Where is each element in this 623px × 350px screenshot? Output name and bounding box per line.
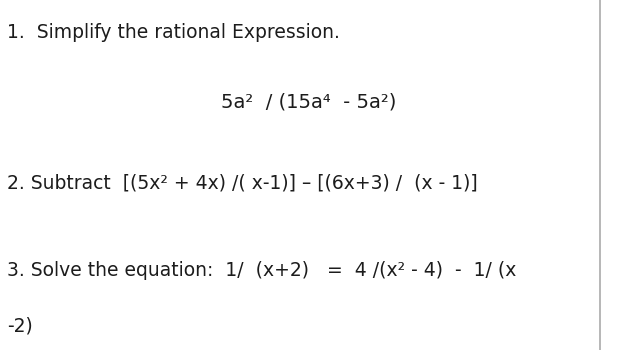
Text: 1.  Simplify the rational Expression.: 1. Simplify the rational Expression. [7,23,340,42]
Text: 3. Solve the equation:  1/  (x+2)   =  4 /(x² - 4)  -  1/ (x: 3. Solve the equation: 1/ (x+2) = 4 /(x²… [7,261,517,280]
Text: -2): -2) [7,317,33,336]
Text: 5a²  / (15a⁴  - 5a²): 5a² / (15a⁴ - 5a²) [221,93,397,112]
Text: 2. Subtract  [(5x² + 4x) /( x-1)] – [(6x+3) /  (x - 1)]: 2. Subtract [(5x² + 4x) /( x-1)] – [(6x+… [7,173,478,192]
